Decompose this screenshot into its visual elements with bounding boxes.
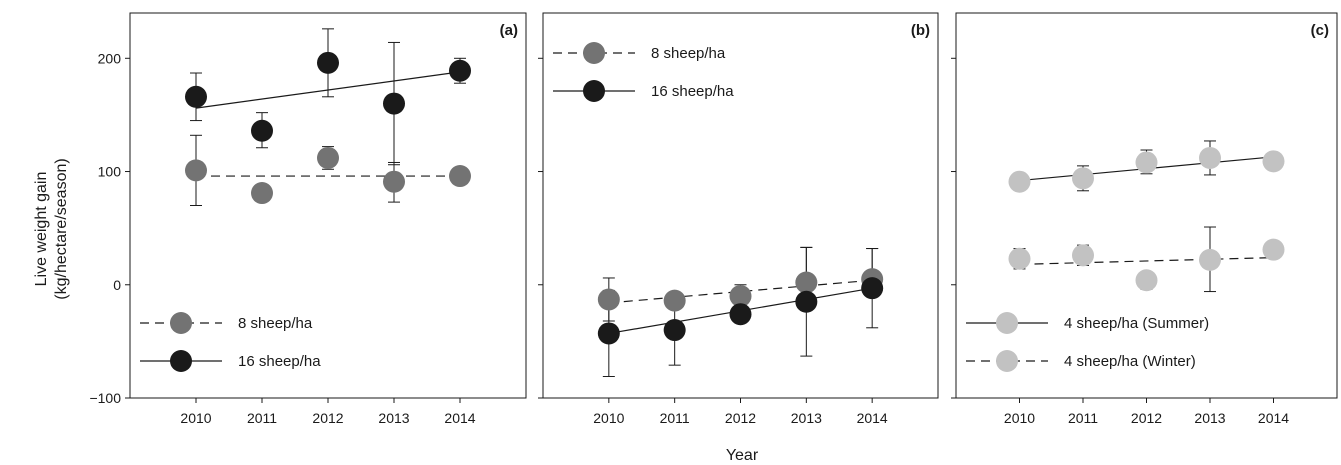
chart-panel-1: −100 0 100 200 2010 2011 2012 2013 2014 (a) 8 shee… [89,12,527,426]
data-point-series-2 [185,85,207,108]
x-tick-label: 2011 [1068,410,1098,426]
data-point-series-1 [251,182,273,205]
x-tick-label: 2011 [660,410,690,426]
data-point-series-1 [1262,150,1285,173]
x-tick-label: 2010 [1004,410,1035,426]
x-tick-label: 2011 [247,410,277,426]
y-axis-title-line2: (kg/hectare/season) [53,158,70,299]
y-tick-label: 0 [113,277,121,293]
x-tick-label: 2013 [791,410,822,426]
y-axis-title-line1: Live weight gain [33,172,50,287]
legend-marker [170,312,192,334]
legend-label: 4 sheep/ha (Winter) [1064,353,1196,370]
x-tick-label: 2013 [1194,410,1225,426]
y-tick-label: 200 [98,50,122,66]
data-point-series-2 [383,92,405,115]
legend-marker [170,350,192,372]
panel-label: (c) [1311,22,1329,39]
y-tick-label: 100 [98,164,122,180]
x-tick-label: 2012 [725,410,756,426]
data-point-series-2 [1262,238,1285,261]
data-point-series-2 [729,303,752,326]
data-point-series-1 [449,165,471,188]
data-point-series-1 [1008,170,1031,193]
x-tick-label: 2014 [444,410,475,426]
data-point-series-1 [185,159,207,182]
x-tick-label: 2010 [180,410,211,426]
data-point-series-2 [1008,247,1031,270]
data-point-series-2 [663,319,686,342]
data-point-series-1 [597,288,620,311]
data-point-series-2 [1199,248,1221,271]
data-point-series-1 [795,271,818,294]
legend-label: 8 sheep/ha [651,45,726,62]
x-tick-label: 2014 [857,410,888,426]
data-point-series-2 [795,290,818,313]
x-axis-title: Year [726,447,759,464]
legend-marker [583,80,605,102]
x-tick-label: 2010 [593,410,624,426]
data-point-series-2 [317,51,339,74]
data-point-series-2 [861,277,884,300]
data-point-series-1 [1199,146,1221,169]
data-point-series-2 [1072,244,1094,267]
data-point-series-1 [383,170,405,193]
data-point-series-1 [1135,151,1158,174]
data-point-series-2 [1135,269,1158,292]
data-point-series-1 [729,285,752,308]
legend-marker [996,312,1018,334]
x-tick-label: 2012 [1131,410,1162,426]
data-point-series-2 [449,59,471,82]
legend-label: 16 sheep/ha [651,83,734,100]
legend-label: 4 sheep/ha (Summer) [1064,315,1209,332]
x-tick-label: 2014 [1258,410,1289,426]
legend-label: 16 sheep/ha [238,353,321,370]
data-point-series-2 [597,322,620,345]
legend-marker [583,42,605,64]
plot-frame [955,12,1338,399]
panel-label: (a) [500,22,518,39]
legend-marker [996,350,1018,372]
y-tick-label: −100 [89,390,121,406]
x-tick-label: 2012 [312,410,343,426]
trend-line-2 [1019,256,1274,265]
data-point-series-1 [1072,167,1094,190]
data-point-series-2 [251,119,273,142]
legend-label: 8 sheep/ha [238,315,313,332]
panel-label: (b) [911,22,930,39]
data-point-series-1 [317,146,339,169]
data-point-series-1 [663,289,686,312]
chart-panel-2: 2010 2011 2012 2013 2014 (b) 8 sheep/ha 16 shee… [538,12,939,426]
chart-panel-3: 2010 2011 2012 2013 2014 (c) 4 sheep/ha (Summe… [951,12,1338,426]
x-tick-label: 2013 [378,410,409,426]
